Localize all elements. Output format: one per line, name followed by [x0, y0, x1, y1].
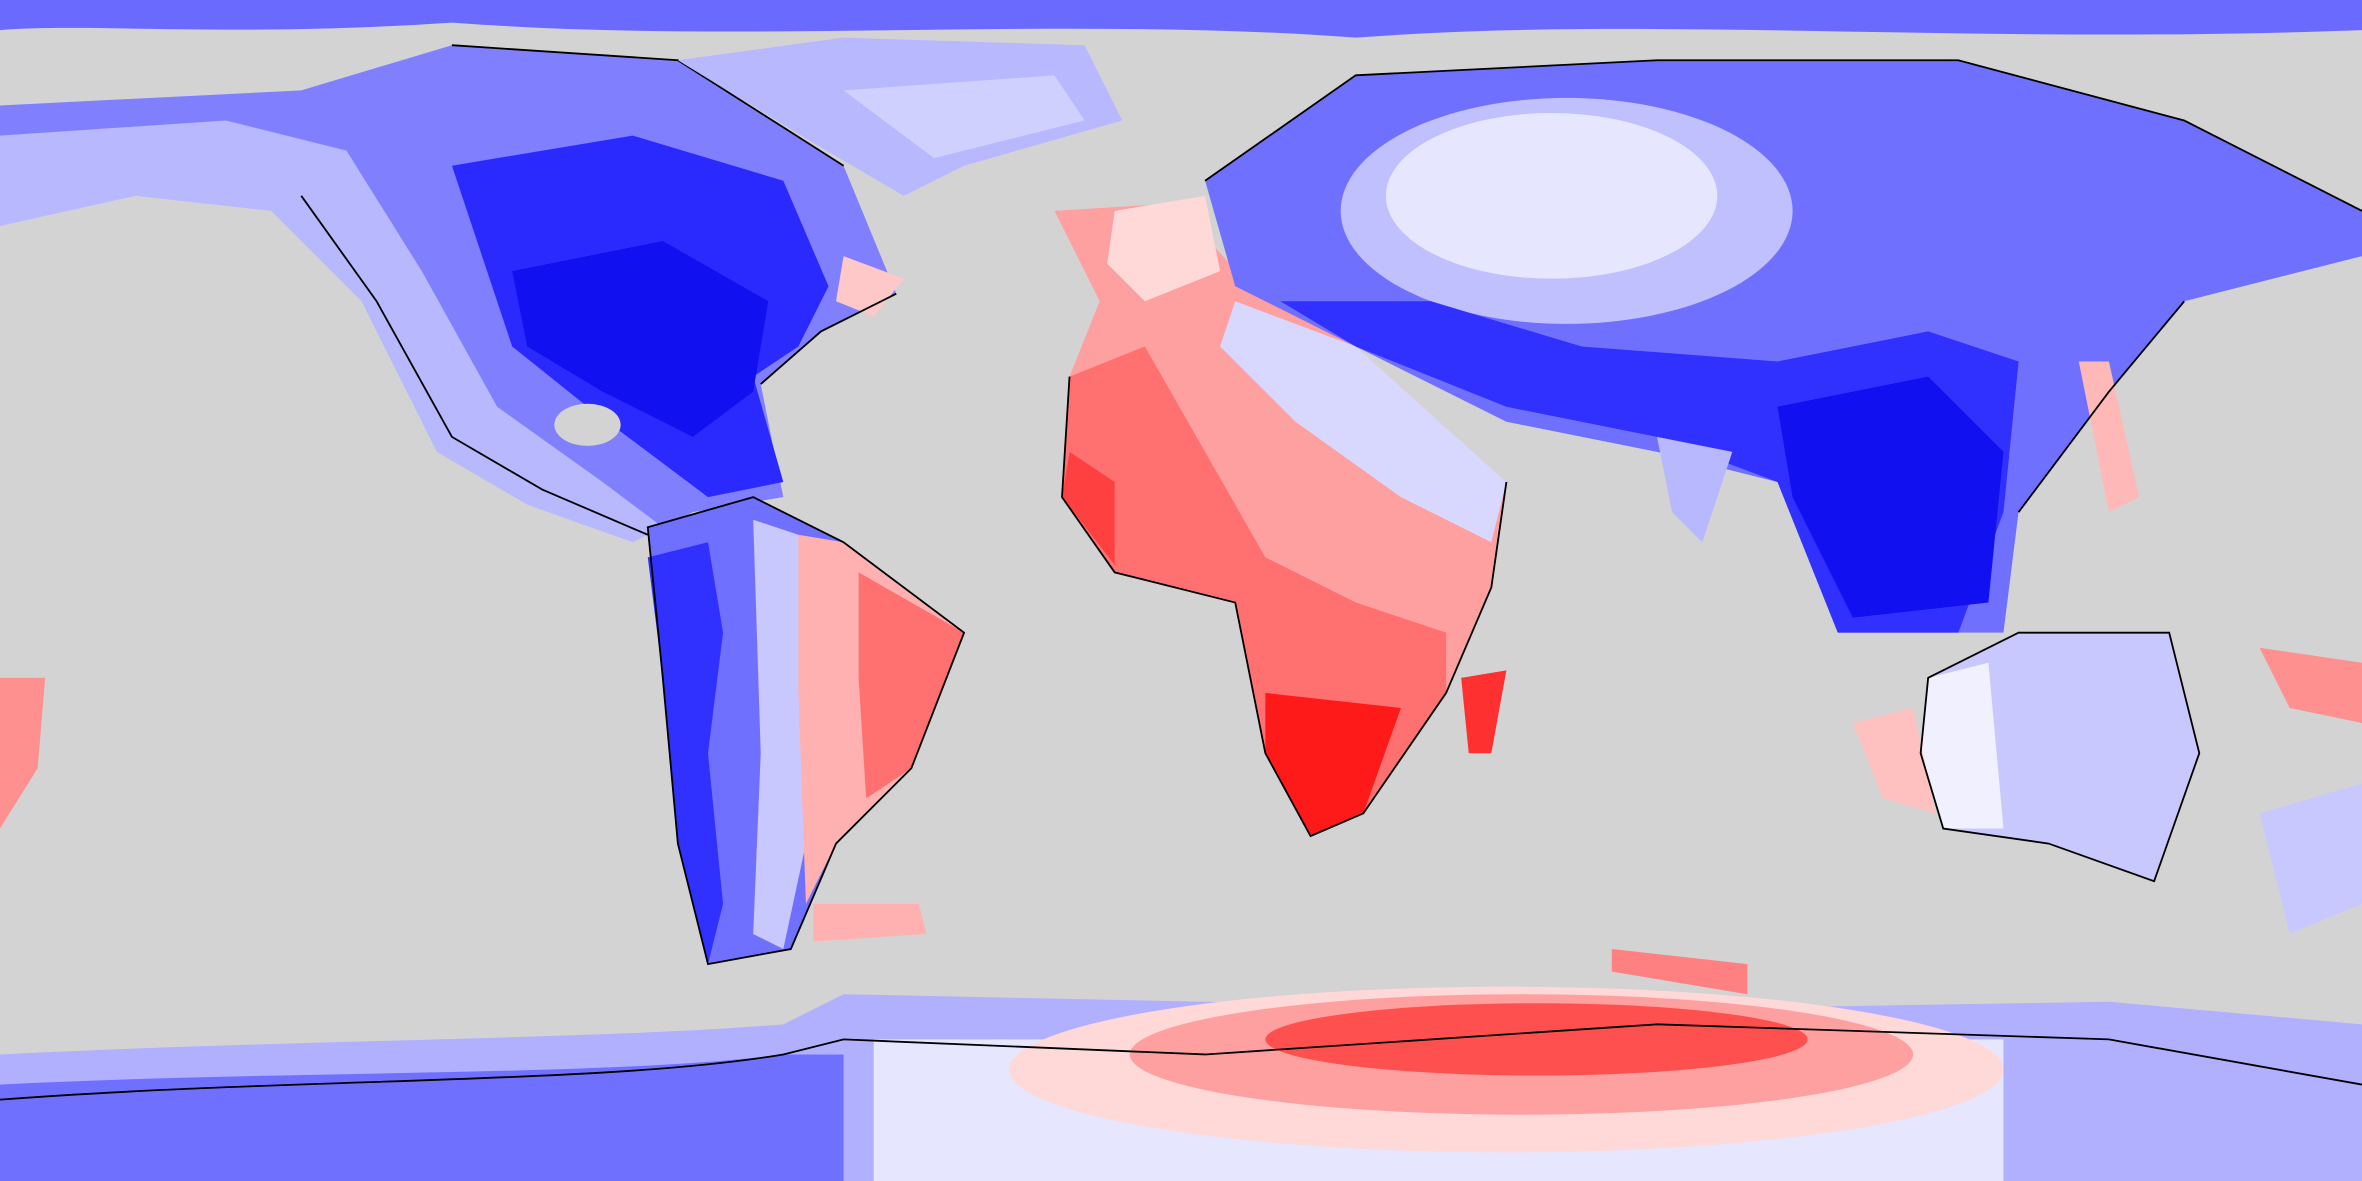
greenland-inner: [843, 75, 1085, 159]
antarctica: [0, 949, 2362, 1181]
australia: [0, 631, 2362, 934]
south-america: [646, 496, 966, 966]
north-america: [0, 44, 904, 543]
arctic-band: [0, 0, 2362, 38]
africa: [1054, 203, 1508, 838]
eurasia: [1107, 59, 2362, 633]
